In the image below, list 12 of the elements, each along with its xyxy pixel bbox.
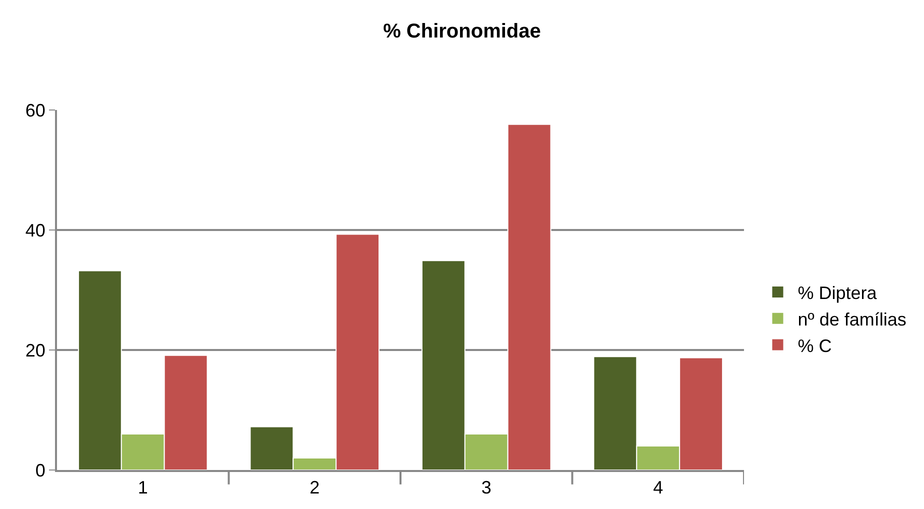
x-tick-label: 4 <box>653 478 664 498</box>
y-tick-label: 60 <box>25 100 46 120</box>
legend-label: % C <box>798 336 832 356</box>
x-tick-label: 2 <box>310 478 320 498</box>
x-tick-label: 3 <box>481 478 492 498</box>
y-tick-label: 0 <box>35 460 46 480</box>
y-tick-label: 20 <box>25 340 46 360</box>
x-tick-label: 1 <box>138 478 148 498</box>
y-tick-label: 40 <box>25 220 46 240</box>
chart-title: % Chironomidae <box>383 20 541 43</box>
legend-label: nº de famílias <box>798 309 906 330</box>
legend-label: % Diptera <box>798 283 878 304</box>
